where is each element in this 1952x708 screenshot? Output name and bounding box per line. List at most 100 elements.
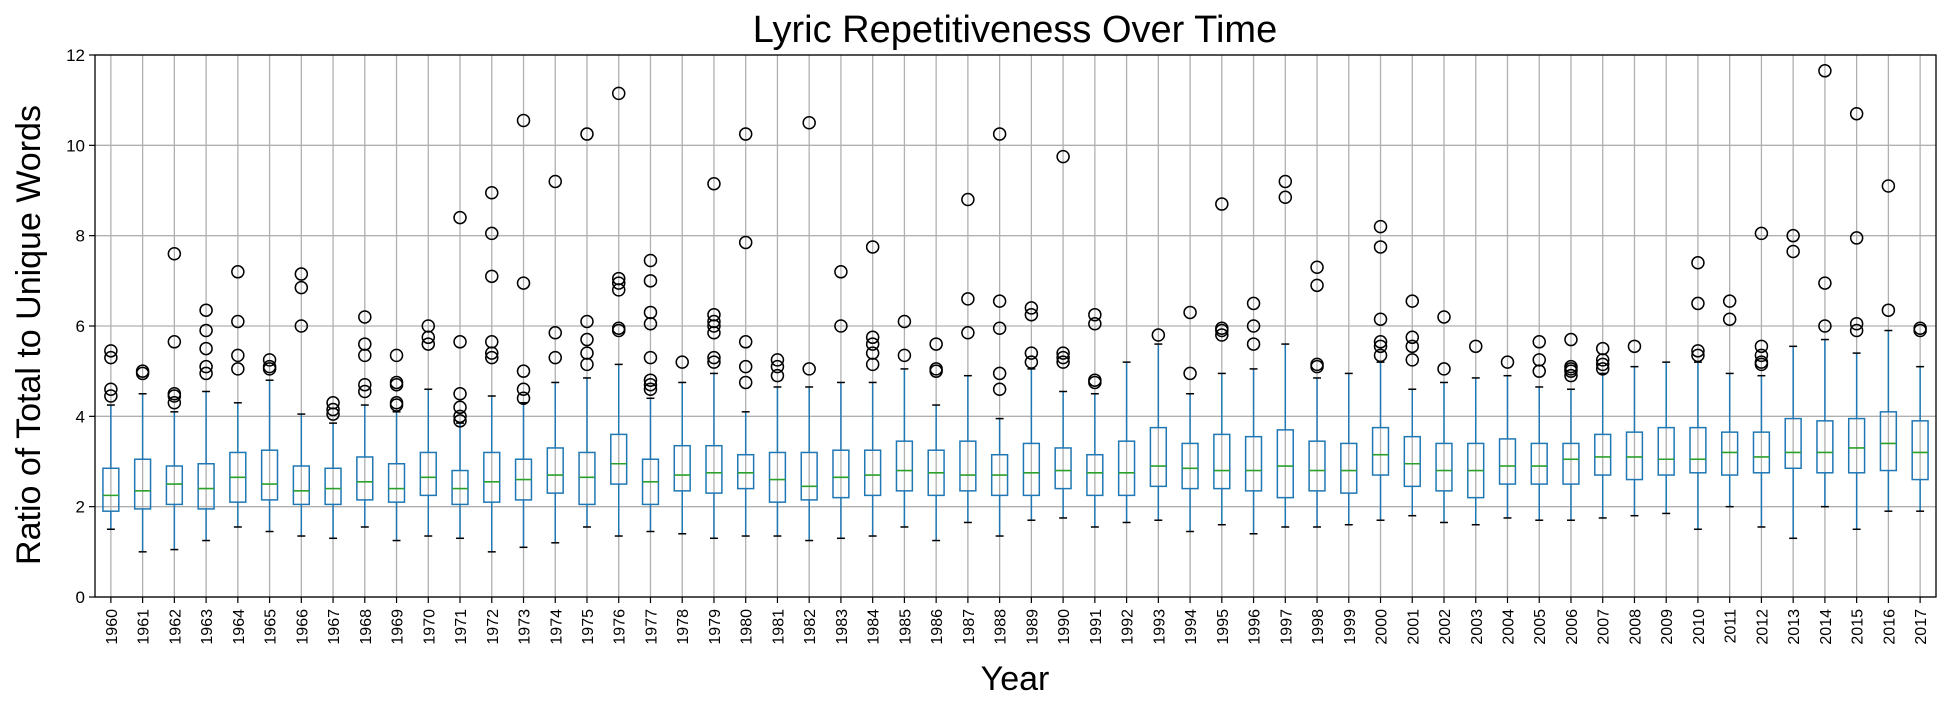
- box-iqr: [451, 469, 469, 506]
- outlier-point: [389, 375, 404, 390]
- outlier-point: [643, 350, 658, 365]
- outlier-point: [199, 359, 213, 374]
- outlier-point: [199, 323, 213, 338]
- outlier-point: [834, 319, 848, 333]
- x-tick-label: 1960: [104, 609, 121, 645]
- x-tick-label: 1988: [993, 609, 1010, 645]
- box-iqr: [895, 440, 914, 492]
- outlier-point: [929, 337, 943, 351]
- outlier-point: [135, 364, 150, 378]
- outlier-point: [1088, 373, 1102, 387]
- box-1993: [1149, 328, 1168, 521]
- outlier-point: [231, 314, 245, 329]
- box-2001: [1403, 294, 1421, 517]
- box-layer: [102, 64, 1929, 553]
- y-tick-label: 8: [76, 227, 85, 246]
- box-iqr: [1022, 442, 1041, 497]
- outlier-point: [770, 368, 785, 383]
- x-tick-label: 1998: [1310, 609, 1327, 645]
- outlier-point: [707, 355, 721, 369]
- box-2014: [1816, 64, 1834, 508]
- x-tick-label: 2010: [1691, 609, 1708, 645]
- outlier-point: [707, 307, 721, 322]
- outlier-point: [865, 240, 880, 254]
- x-tick-label: 1976: [612, 609, 629, 645]
- x-tick-label: 2016: [1881, 609, 1898, 645]
- grid-lines: [95, 54, 1936, 598]
- outlier-point: [1373, 335, 1388, 349]
- outlier-point: [1849, 323, 1864, 338]
- x-tick-label: 1969: [390, 609, 407, 645]
- outlier-point: [485, 186, 499, 200]
- box-1964: [229, 265, 247, 528]
- x-tick-label: 1964: [231, 609, 248, 645]
- outlier-point: [421, 337, 436, 351]
- x-tick-label: 1973: [517, 609, 534, 645]
- box-1968: [356, 310, 374, 528]
- outlier-point: [1373, 312, 1388, 326]
- x-tick-label: 1961: [136, 609, 153, 645]
- x-tick-label: 1978: [675, 609, 692, 645]
- outlier-point: [453, 409, 467, 424]
- outlier-point: [516, 276, 531, 290]
- outlier-point: [1024, 301, 1039, 315]
- outlier-point: [580, 127, 594, 141]
- x-tick-label: 1971: [453, 609, 470, 645]
- box-1977: [641, 253, 660, 533]
- outlier-point: [1532, 335, 1546, 349]
- y-axis-label: Ratio of Total to Unique Words: [10, 105, 48, 565]
- outlier-point: [1691, 296, 1705, 311]
- outlier-point: [643, 274, 658, 288]
- outlier-point: [611, 276, 626, 290]
- outlier-point: [294, 280, 309, 295]
- box-iqr: [1530, 442, 1548, 485]
- outlier-point: [1849, 106, 1864, 121]
- outlier-point: [548, 326, 562, 340]
- x-tick-label: 1989: [1024, 609, 1041, 645]
- box-1986: [927, 337, 945, 542]
- y-tick-label: 10: [66, 136, 85, 155]
- box-2009: [1657, 361, 1675, 515]
- box-iqr: [1689, 426, 1707, 474]
- outlier-point: [1754, 226, 1769, 241]
- x-tick-label: 1977: [643, 609, 660, 645]
- outlier-point: [1056, 149, 1070, 164]
- box-iqr: [1276, 429, 1294, 499]
- box-1982: [800, 116, 818, 542]
- box-1976: [610, 86, 628, 537]
- box-iqr: [419, 451, 437, 497]
- outlier-point: [516, 113, 531, 128]
- outlier-point: [104, 350, 118, 365]
- outlier-point: [1691, 348, 1705, 363]
- box-1973: [514, 113, 533, 549]
- x-tick-label: 2004: [1500, 609, 1517, 645]
- outlier-point: [1278, 190, 1293, 205]
- outlier-point: [1310, 357, 1324, 372]
- outlier-point: [1595, 362, 1610, 376]
- box-2000: [1371, 219, 1390, 521]
- box-iqr: [1784, 417, 1802, 470]
- x-tick-label: 1984: [866, 609, 883, 645]
- outlier-point: [389, 396, 404, 410]
- box-iqr: [1816, 420, 1834, 474]
- x-tick-label: 1979: [707, 609, 724, 645]
- box-2002: [1435, 310, 1453, 524]
- outlier-point: [453, 210, 467, 225]
- box-2011: [1720, 294, 1739, 508]
- x-tick-label: 1981: [770, 609, 787, 645]
- box-iqr: [1594, 433, 1612, 476]
- outlier-point: [358, 337, 372, 351]
- outlier-point: [580, 346, 594, 360]
- box-1996: [1244, 296, 1263, 535]
- box-1978: [673, 355, 691, 535]
- box-iqr: [387, 463, 406, 503]
- outlier-point: [992, 366, 1007, 381]
- outlier-point: [1405, 353, 1420, 367]
- outlier-point: [802, 362, 816, 376]
- box-iqr: [1117, 440, 1136, 497]
- outlier-point: [358, 384, 372, 399]
- x-tick-label: 1997: [1278, 609, 1295, 645]
- box-2010: [1689, 256, 1707, 530]
- outlier-point: [1786, 228, 1800, 243]
- outlier-point: [1373, 348, 1388, 363]
